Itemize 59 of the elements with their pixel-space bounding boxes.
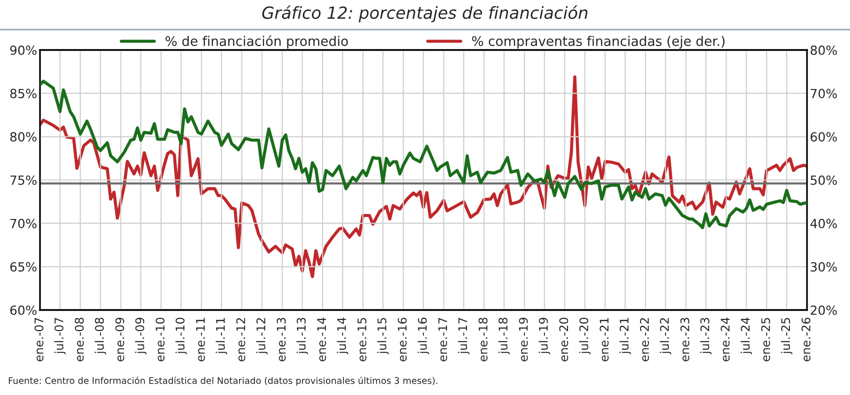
y-tick-label: 80% [10, 132, 37, 142]
x-tick-label: jul.-08 [94, 318, 106, 354]
x-tick-label: ene.-21 [600, 318, 609, 362]
x-tick-label: ene.-25 [761, 318, 770, 362]
x-tick-label: ene.-09 [115, 318, 124, 362]
x-tick-label: jul.-10 [175, 318, 187, 354]
x-tick-label: jul.-25 [780, 318, 792, 354]
x-tick-label: jul.-13 [296, 318, 308, 354]
x-tick-label: ene.-10 [156, 318, 165, 362]
x-tick-label: ene.-16 [398, 318, 407, 362]
x-tick-label: ene.-13 [276, 318, 286, 362]
legend-label: % de financiación promedio [166, 35, 348, 49]
y-tick-label: 60% [10, 305, 37, 315]
x-tick-label: jul.-09 [135, 318, 147, 354]
source-note: Fuente: Centro de Información Estadística del Notariado (datos provisionales últimos 3 meses). [8, 376, 438, 386]
x-tick-label: jul.-17 [458, 318, 470, 354]
x-tick-label: jul.-22 [660, 318, 672, 354]
x-tick-label: ene.-26 [801, 318, 810, 362]
x-tick-label: jul.-07 [54, 318, 66, 354]
x-tick-label: ene.-22 [640, 318, 649, 362]
x-tick-label: jul.-20 [579, 318, 591, 354]
y-tick-label: 65% [10, 262, 37, 272]
x-tick-label: jul.-16 [418, 318, 430, 354]
y2-tick-label: 60% [810, 132, 837, 142]
x-tick-label: ene.-19 [518, 318, 528, 362]
x-tick-label: jul.-12 [256, 318, 268, 354]
y2-tick-label: 80% [810, 45, 837, 55]
y2-tick-label: 40% [810, 218, 837, 228]
x-tick-label: jul.-23 [700, 318, 712, 354]
x-tick-label: ene.-20 [559, 318, 568, 362]
legend-label: % compraventas financiadas (eje der.) [472, 36, 725, 49]
x-tick-label: ene.-24 [720, 318, 730, 362]
x-tick-label: ene.-07 [34, 318, 44, 362]
line-series [40, 75, 807, 278]
x-tick-label: ene.-12 [236, 318, 246, 362]
chart-title: Gráfico 12: porcentajes de financiación [262, 5, 588, 22]
y2-tick-label: 30% [810, 262, 837, 272]
x-tick-label: jul.-15 [377, 318, 389, 354]
x-tick-label: jul.-18 [498, 318, 510, 354]
y2-tick-label: 50% [810, 175, 837, 185]
x-tick-label: ene.-18 [478, 318, 488, 362]
x-tick-label: ene.-15 [358, 318, 366, 362]
x-tick-label: jul.-14 [336, 318, 348, 354]
y-tick-label: 75% [10, 175, 37, 185]
x-tick-label: ene.-17 [438, 318, 448, 362]
y-tick-label: 70% [10, 218, 37, 228]
x-tick-label: ene.-23 [680, 318, 690, 362]
x-tick-label: jul.-21 [619, 318, 631, 354]
x-tick-label: ene.-11 [196, 318, 205, 362]
x-tick-label: jul.-19 [538, 318, 550, 354]
line-series [40, 80, 807, 230]
x-tick-label: ene.-14 [317, 318, 326, 362]
y2-tick-label: 70% [810, 88, 837, 98]
x-tick-label: jul.-24 [740, 318, 752, 354]
y-tick-label: 85% [10, 88, 37, 98]
y-tick-label: 90% [10, 45, 37, 55]
x-tick-label: ene.-08 [74, 318, 84, 362]
y2-tick-label: 20% [810, 305, 837, 315]
x-tick-label: jul.-11 [216, 318, 228, 354]
